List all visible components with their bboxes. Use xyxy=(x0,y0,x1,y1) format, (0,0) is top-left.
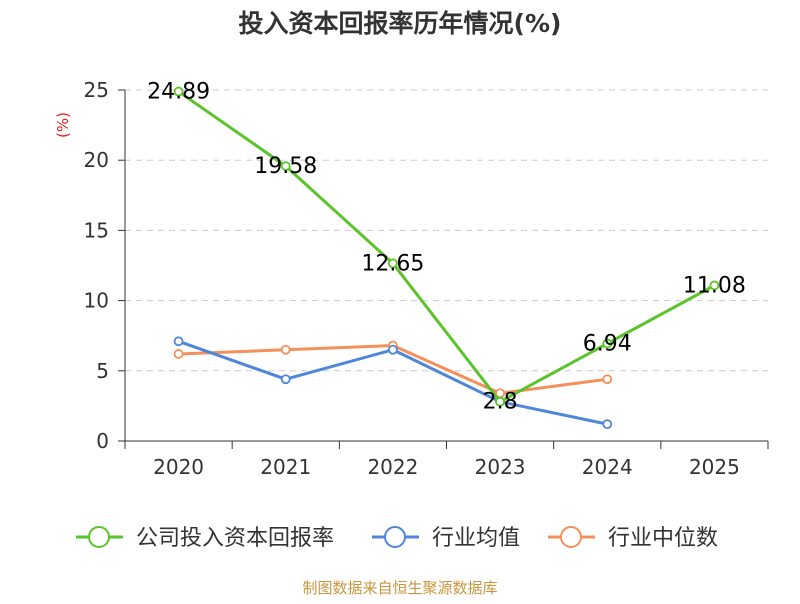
legend-item: 行业均值 xyxy=(372,526,520,551)
data-label: 2.8 xyxy=(483,390,518,415)
data-point xyxy=(602,338,613,349)
data-point xyxy=(280,344,291,355)
legend-item: 公司投入资本回报率 xyxy=(76,526,334,551)
data-point xyxy=(173,336,184,347)
series-line xyxy=(177,90,716,404)
legend: 公司投入资本回报率 行业均值 行业中位数 xyxy=(76,526,718,551)
y-tick-label: 10 xyxy=(84,289,109,313)
data-point xyxy=(173,86,184,97)
data-label: 12.65 xyxy=(361,251,424,276)
data-point xyxy=(388,258,398,269)
legend-label: 公司投入资本回报率 xyxy=(136,526,334,551)
data-label: 6.94 xyxy=(583,332,632,357)
data-point xyxy=(173,349,184,359)
source-note: 制图数据来自恒生聚源数据库 xyxy=(302,579,497,597)
x-tick-label: 2025 xyxy=(689,455,740,479)
y-tick-label: 20 xyxy=(84,148,109,172)
data-labels: 24.89 19.58 12.65 2.8 6.94 11.08 xyxy=(147,80,746,415)
y-tick-label: 25 xyxy=(84,78,109,102)
legend-marker xyxy=(88,526,110,548)
data-point xyxy=(602,419,613,430)
series-lines xyxy=(173,86,720,430)
data-point xyxy=(602,374,613,385)
x-tick-label: 2020 xyxy=(153,455,204,479)
legend-item: 行业中位数 xyxy=(548,526,718,551)
gridlines xyxy=(125,89,768,372)
legend-marker xyxy=(560,526,582,548)
data-label: 24.89 xyxy=(147,80,210,105)
x-tick-label: 2023 xyxy=(475,455,526,479)
data-label: 11.08 xyxy=(683,273,746,298)
y-axis-label: (%) xyxy=(54,112,72,138)
y-tick-label: 0 xyxy=(96,429,109,453)
x-tick-label: 2024 xyxy=(582,455,633,479)
series-0 xyxy=(173,86,720,407)
y-tick-label: 15 xyxy=(84,218,109,242)
legend-marker xyxy=(384,526,406,548)
data-point xyxy=(388,344,398,355)
legend-label: 行业均值 xyxy=(432,526,520,551)
x-tick-label: 2021 xyxy=(260,455,311,479)
x-tick-label: 2022 xyxy=(367,455,418,479)
data-point xyxy=(495,396,505,407)
data-point xyxy=(280,161,291,171)
chart-title: 投入资本回报率历年情况(%) xyxy=(239,9,562,38)
legend-label: 行业中位数 xyxy=(608,526,718,551)
data-point xyxy=(709,280,720,291)
data-point xyxy=(280,374,291,385)
data-label: 19.58 xyxy=(254,154,317,179)
y-tick-label: 5 xyxy=(96,359,109,383)
